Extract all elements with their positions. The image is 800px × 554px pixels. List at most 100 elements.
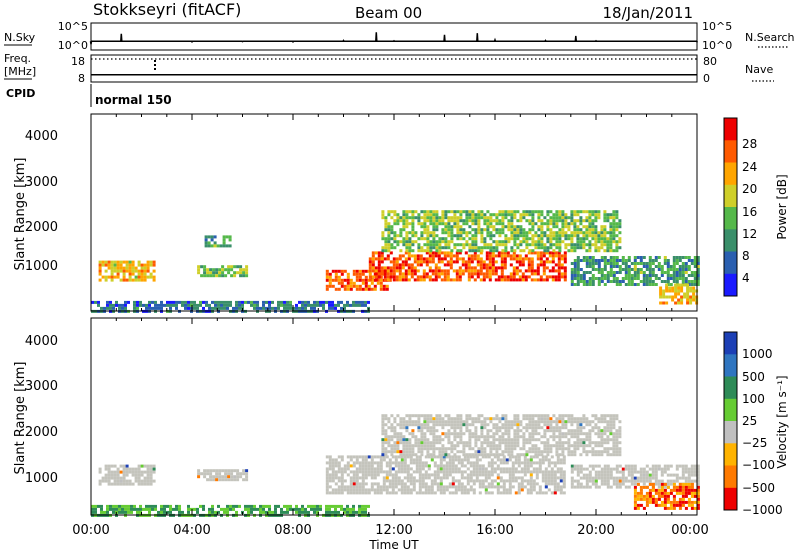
power-cell-201 [199, 303, 202, 307]
velocity-cell-1959 [612, 414, 616, 418]
velocity-cell-1160 [559, 461, 563, 465]
power-cell-1351 [483, 213, 487, 217]
velocity-panel: 1000 2000 3000 4000 Slant Range [km] [13, 317, 700, 517]
power-cell-149 [145, 306, 148, 310]
power-cell-1260 [456, 219, 460, 223]
velocity-cell-370 [203, 472, 207, 476]
power-cell-1145 [423, 228, 427, 232]
power-cell-1086 [405, 219, 409, 223]
power-cell-978 [551, 269, 555, 273]
velocity-cell-536 [358, 485, 362, 489]
power-cell-1193 [435, 228, 439, 232]
velocity-cell-433 [328, 458, 332, 462]
velocity-cell-1797 [561, 441, 565, 445]
power-cell-1585 [552, 243, 556, 247]
power-cell-958 [542, 266, 546, 270]
velocity-cell-1122 [547, 458, 551, 462]
velocity-cell-95 [149, 479, 153, 483]
power-cell-1529 [537, 225, 541, 229]
power-cell-1366 [486, 231, 490, 235]
power-cell-1527 [537, 216, 541, 220]
power-cell-507 [364, 278, 368, 282]
power-cell-2043 [663, 262, 667, 265]
power-cell-60 [131, 263, 135, 267]
velocity-cell-659 [397, 455, 401, 459]
power-cell-1124 [417, 219, 421, 223]
power-cell-323 [322, 303, 325, 307]
velocity-cell-1390 [441, 420, 445, 424]
velocity-cell-2291 [657, 497, 661, 501]
nsky-strip: 10^5 10^0 10^5 10^0 N.Sky N.Search [4, 20, 795, 52]
power-cell-859 [500, 251, 504, 255]
power-cell-1883 [597, 259, 601, 262]
velocity-cell-1913 [597, 441, 601, 445]
velocity-cell-2214 [687, 467, 691, 471]
velocity-cell-1085 [532, 482, 536, 486]
power-cell-1257 [453, 246, 457, 250]
power-cell-858 [497, 278, 501, 282]
power-cell-311 [310, 306, 313, 310]
velocity-cell-1038 [517, 482, 521, 486]
power-cell-577 [377, 272, 381, 276]
velocity-cell-387 [218, 472, 222, 476]
velocity-cell-1192 [384, 414, 388, 418]
power-cell-2142 [662, 301, 666, 305]
velocity-cell-295 [301, 504, 304, 508]
power-cell-2161 [677, 283, 681, 287]
velocity-cell-1769 [555, 423, 559, 427]
velocity-cell-407 [233, 478, 237, 482]
velocity-cell-964 [493, 461, 497, 465]
velocity-cell-1079 [529, 491, 533, 495]
power-cell-851 [494, 269, 498, 273]
velocity-cell-2023 [585, 479, 589, 483]
power-cell-470 [343, 269, 347, 273]
velocity-cell-2290 [657, 494, 661, 498]
power-cell-1314 [471, 237, 475, 241]
velocity-cell-224 [220, 507, 223, 511]
power-cell-1734 [594, 240, 598, 244]
power-cell-432 [239, 271, 243, 275]
velocity-cell-1612 [507, 438, 511, 442]
velocity-cell-1454 [459, 432, 463, 436]
power-cell-1552 [543, 243, 547, 247]
velocity-cell-1417 [447, 453, 451, 457]
power-cell-977 [551, 266, 555, 270]
power-cell-549 [368, 263, 372, 267]
velocity-cell-879 [463, 491, 467, 495]
velocity-cell-1150 [556, 455, 560, 459]
power-cell-1156 [426, 231, 430, 235]
velocity-cell-2006 [576, 473, 580, 477]
power-cell-1415 [501, 231, 505, 235]
power-cell-811 [479, 263, 483, 267]
power-cell-1906 [606, 259, 610, 262]
velocity-cell-616 [382, 485, 386, 489]
power-cell-2073 [675, 271, 679, 274]
power-cell-1055 [393, 234, 397, 238]
power-cell-716 [437, 266, 441, 270]
power-cell-1469 [519, 213, 523, 217]
velocity-cell-1473 [465, 441, 469, 445]
power-cell-1166 [429, 219, 433, 223]
velocity-cell-902 [472, 467, 476, 471]
velocity-cell-1290 [411, 447, 415, 451]
velocity-cell-2057 [603, 470, 607, 474]
power-cell-1440 [510, 219, 514, 223]
power-cell-550 [368, 266, 372, 270]
power-cell-1181 [432, 231, 436, 235]
power-cell-1577 [552, 213, 556, 217]
velocity-cell-553 [364, 458, 368, 462]
xaxis-label: Time UT [368, 538, 419, 552]
power-cell-110 [103, 306, 106, 310]
power-cell-152 [148, 303, 151, 307]
velocity-cell-1699 [534, 420, 538, 424]
power-cell-1013 [381, 213, 385, 217]
velocity-cell-359 [364, 504, 367, 508]
power-cell-56 [128, 272, 132, 276]
power-cell-303 [304, 300, 307, 304]
velocity-cell-995 [502, 488, 506, 492]
power-cell-1879 [594, 259, 598, 262]
velocity-cell-270 [271, 510, 274, 514]
velocity-cell-1165 [559, 479, 563, 483]
power-cell-1035 [387, 231, 391, 235]
velocity-cell-2235 [696, 470, 700, 474]
